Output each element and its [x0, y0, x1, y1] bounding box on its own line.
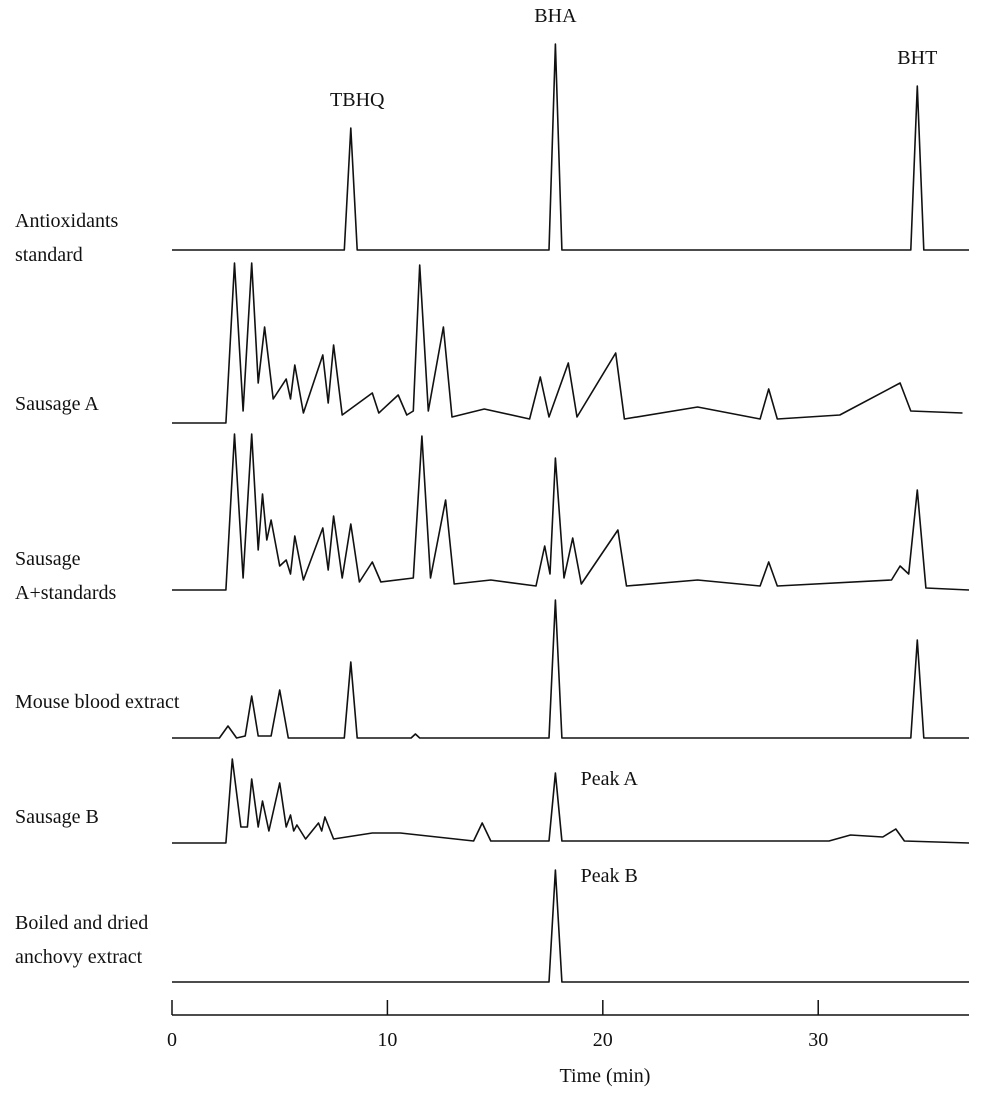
trace: [172, 433, 970, 591]
x-tick-label: 10: [377, 1029, 397, 1051]
trace-label: Mouse blood extract: [15, 691, 180, 713]
x-tick-label: 0: [167, 1029, 177, 1051]
x-tick-label: 20: [593, 1029, 613, 1051]
peak-label: Peak B: [581, 865, 638, 887]
x-tick-label: 30: [808, 1029, 828, 1051]
peak-label: BHT: [897, 47, 937, 69]
peak-label: BHA: [534, 5, 577, 27]
peak-label: Peak A: [581, 768, 639, 790]
trace: [172, 262, 963, 424]
trace: [172, 758, 970, 844]
trace-label: Boiled and dried anchovy extract: [15, 912, 149, 968]
trace: [172, 599, 969, 739]
trace-label: Sausage A: [15, 393, 99, 415]
peak-label: TBHQ: [330, 89, 385, 111]
trace-label: Sausage A+standards: [15, 548, 117, 604]
trace-label: Antioxidants standard: [15, 210, 119, 266]
trace-label: Sausage B: [15, 806, 99, 828]
trace: [172, 869, 969, 983]
x-axis-label: Time (min): [560, 1065, 651, 1087]
trace: [172, 43, 969, 251]
